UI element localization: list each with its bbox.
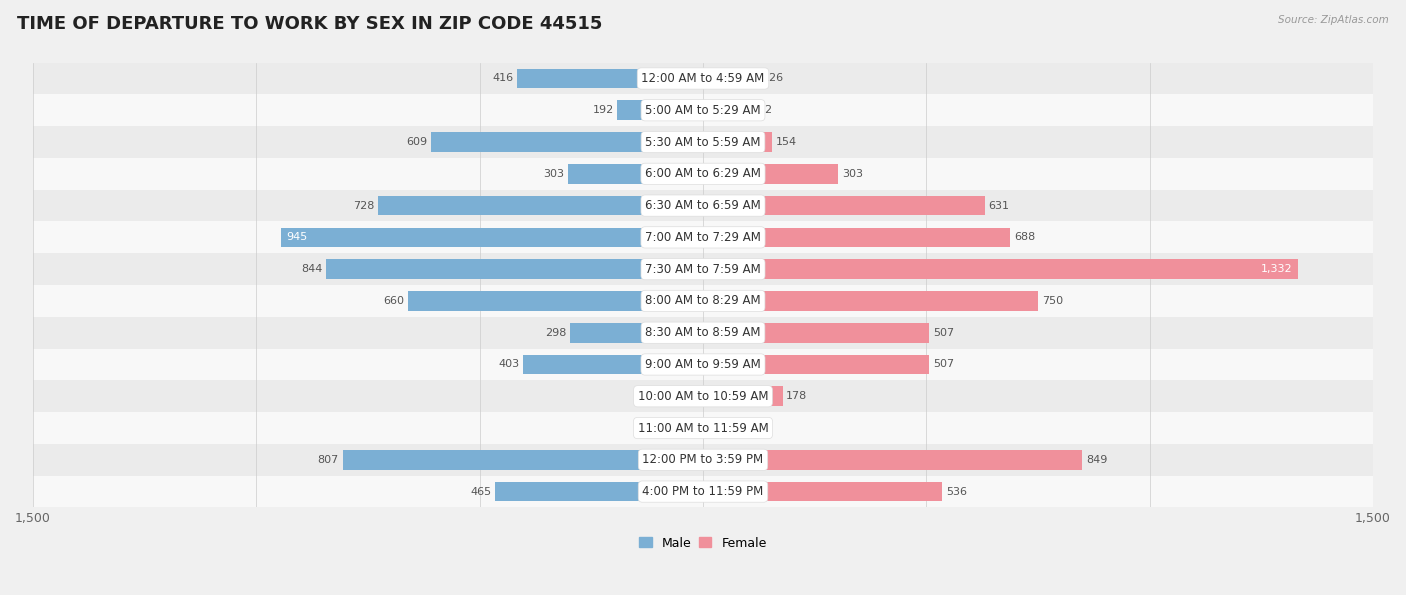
Bar	[32, 190, 1374, 221]
Bar	[517, 68, 703, 88]
Bar	[682, 418, 703, 438]
Bar	[703, 132, 772, 152]
Text: 631: 631	[988, 201, 1010, 211]
Text: 849: 849	[1085, 455, 1107, 465]
Bar	[32, 221, 1374, 253]
Text: 465: 465	[471, 487, 492, 497]
Text: 8:30 AM to 8:59 AM: 8:30 AM to 8:59 AM	[645, 326, 761, 339]
Bar	[703, 259, 1298, 279]
Bar	[703, 323, 929, 343]
Bar	[281, 227, 703, 247]
Text: TIME OF DEPARTURE TO WORK BY SEX IN ZIP CODE 44515: TIME OF DEPARTURE TO WORK BY SEX IN ZIP …	[17, 15, 602, 33]
Text: 750: 750	[1042, 296, 1063, 306]
Text: 46: 46	[665, 423, 679, 433]
Text: 1,332: 1,332	[1261, 264, 1292, 274]
Bar	[343, 450, 703, 469]
Bar	[703, 164, 838, 184]
Bar	[703, 386, 783, 406]
Text: 298: 298	[546, 328, 567, 338]
Text: Source: ZipAtlas.com: Source: ZipAtlas.com	[1278, 15, 1389, 25]
Bar	[32, 158, 1374, 190]
Text: 12:00 AM to 4:59 AM: 12:00 AM to 4:59 AM	[641, 72, 765, 85]
Legend: Male, Female: Male, Female	[634, 531, 772, 555]
Bar	[408, 291, 703, 311]
Text: 9:00 AM to 9:59 AM: 9:00 AM to 9:59 AM	[645, 358, 761, 371]
Bar	[495, 482, 703, 502]
Bar	[569, 323, 703, 343]
Bar	[432, 132, 703, 152]
Bar	[703, 291, 1038, 311]
Bar	[568, 164, 703, 184]
Bar	[378, 196, 703, 215]
Bar	[617, 101, 703, 120]
Text: 11:00 AM to 11:59 AM: 11:00 AM to 11:59 AM	[638, 421, 768, 434]
Bar	[32, 444, 1374, 475]
Bar	[703, 482, 942, 502]
Text: 8:00 AM to 8:29 AM: 8:00 AM to 8:29 AM	[645, 295, 761, 308]
Bar	[32, 126, 1374, 158]
Text: 416: 416	[492, 74, 513, 83]
Bar	[703, 418, 714, 438]
Text: 844: 844	[301, 264, 322, 274]
Text: 12:00 PM to 3:59 PM: 12:00 PM to 3:59 PM	[643, 453, 763, 466]
Text: 5:00 AM to 5:29 AM: 5:00 AM to 5:29 AM	[645, 104, 761, 117]
Text: 728: 728	[353, 201, 374, 211]
Text: 609: 609	[406, 137, 427, 147]
Text: 660: 660	[384, 296, 405, 306]
Text: 807: 807	[318, 455, 339, 465]
Text: 6:30 AM to 6:59 AM: 6:30 AM to 6:59 AM	[645, 199, 761, 212]
Text: 7:30 AM to 7:59 AM: 7:30 AM to 7:59 AM	[645, 262, 761, 275]
Bar	[326, 259, 703, 279]
Bar	[703, 450, 1083, 469]
Text: 303: 303	[543, 169, 564, 179]
Bar	[703, 227, 1011, 247]
Text: 688: 688	[1014, 233, 1035, 242]
Bar	[703, 68, 759, 88]
Text: 6:00 AM to 6:29 AM: 6:00 AM to 6:29 AM	[645, 167, 761, 180]
Text: 536: 536	[946, 487, 967, 497]
Text: 10:00 AM to 10:59 AM: 10:00 AM to 10:59 AM	[638, 390, 768, 403]
Text: 4:00 PM to 11:59 PM: 4:00 PM to 11:59 PM	[643, 485, 763, 498]
Text: 126: 126	[763, 74, 785, 83]
Bar	[703, 101, 748, 120]
Text: 47: 47	[664, 392, 679, 401]
Bar	[32, 285, 1374, 317]
Text: 507: 507	[934, 328, 955, 338]
Text: 102: 102	[752, 105, 773, 115]
Text: 192: 192	[592, 105, 613, 115]
Text: 403: 403	[498, 359, 519, 369]
Bar	[32, 317, 1374, 349]
Bar	[32, 95, 1374, 126]
Text: 7:00 AM to 7:29 AM: 7:00 AM to 7:29 AM	[645, 231, 761, 244]
Bar	[703, 196, 984, 215]
Bar	[32, 475, 1374, 508]
Bar	[32, 62, 1374, 95]
Bar	[32, 349, 1374, 380]
Bar	[682, 386, 703, 406]
Text: 507: 507	[934, 359, 955, 369]
Text: 178: 178	[786, 392, 807, 401]
Bar	[703, 355, 929, 374]
Text: 945: 945	[287, 233, 308, 242]
Bar	[523, 355, 703, 374]
Bar	[32, 412, 1374, 444]
Text: 303: 303	[842, 169, 863, 179]
Bar	[32, 253, 1374, 285]
Text: 154: 154	[775, 137, 796, 147]
Text: 5:30 AM to 5:59 AM: 5:30 AM to 5:59 AM	[645, 136, 761, 149]
Bar	[32, 380, 1374, 412]
Text: 26: 26	[718, 423, 733, 433]
